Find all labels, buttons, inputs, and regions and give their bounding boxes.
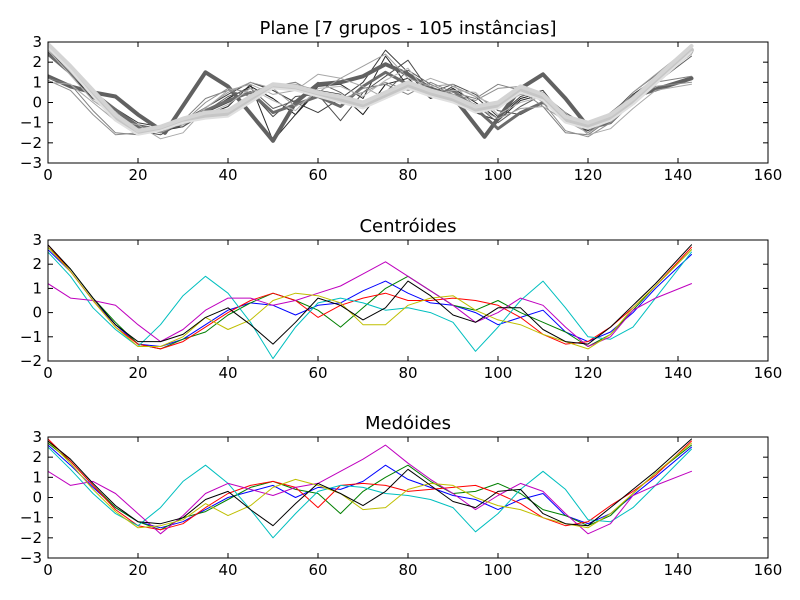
x-tick-label: 120	[574, 364, 603, 382]
x-tick-label: 160	[754, 561, 783, 579]
series-line-plane-2	[48, 49, 692, 128]
y-tick-label: 2	[32, 255, 42, 273]
series-line-plane-13	[48, 42, 694, 133]
x-tick-label: 0	[43, 364, 53, 382]
series-line-centroides-2	[48, 244, 692, 350]
x-tick-label: 40	[218, 364, 237, 382]
series-group	[48, 244, 692, 360]
y-tick-label: 2	[32, 448, 42, 466]
x-tick-label: 140	[664, 364, 693, 382]
y-tick-label: 0	[32, 304, 42, 322]
y-tick-label: −1	[20, 328, 42, 346]
y-tick-label: −2	[20, 529, 42, 547]
x-tick-label: 80	[398, 561, 417, 579]
x-tick-label: 80	[398, 364, 417, 382]
series-line-centroides-1	[48, 246, 692, 350]
axes-frame	[47, 436, 769, 559]
series-group	[48, 438, 692, 539]
series-line-centroides-4	[48, 261, 692, 347]
plot-panel-plane: Plane [7 grupos - 105 instâncias]0 20 40 60…	[20, 18, 782, 184]
y-tick-label: −2	[20, 134, 42, 152]
x-tick-label: 20	[128, 561, 147, 579]
series-group	[48, 42, 694, 143]
x-tick-label: 40	[218, 166, 237, 184]
x-tick-label: 140	[664, 561, 693, 579]
y-tick-label: −3	[20, 549, 42, 567]
x-tick-label: 100	[484, 561, 513, 579]
x-tick-label: 20	[128, 166, 147, 184]
y-tick-label: 1	[32, 279, 42, 297]
series-line-medoides-5	[48, 440, 692, 529]
x-tick-label: 20	[128, 364, 147, 382]
y-tick-label: 1	[32, 73, 42, 91]
x-tick-label: 120	[574, 561, 603, 579]
y-tick-label: −1	[20, 509, 42, 527]
y-tick-label: −3	[20, 154, 42, 172]
chart-title-plane: Plane [7 grupos - 105 instâncias]	[260, 18, 557, 39]
chart-title-medoides: Medóides	[365, 413, 451, 434]
y-tick-label: 1	[32, 468, 42, 486]
x-tick-label: 160	[754, 166, 783, 184]
x-tick-label: 60	[308, 364, 327, 382]
series-line-centroides-3	[48, 251, 692, 360]
chart-title-centroides: Centróides	[359, 216, 456, 237]
y-tick-label: −2	[20, 352, 42, 370]
series-line-plane-12	[48, 43, 694, 136]
y-tick-label: 3	[32, 428, 42, 446]
y-tick-label: −1	[20, 114, 42, 132]
x-tick-label: 140	[664, 166, 693, 184]
y-tick-label: 0	[32, 489, 42, 507]
series-line-medoides-6	[48, 438, 692, 527]
series-line-medoides-3	[48, 446, 692, 539]
y-tick-label: 3	[32, 33, 42, 51]
series-line-centroides-6	[48, 244, 692, 345]
x-tick-label: 0	[43, 166, 53, 184]
series-line-centroides-0	[48, 249, 692, 347]
series-line-medoides-2	[48, 438, 692, 531]
x-tick-label: 60	[308, 561, 327, 579]
series-line-plane-14	[48, 47, 693, 136]
series-line-medoides-0	[48, 444, 692, 529]
x-tick-label: 160	[754, 364, 783, 382]
x-tick-label: 60	[308, 166, 327, 184]
x-tick-label: 80	[398, 166, 417, 184]
y-tick-label: 2	[32, 53, 42, 71]
series-line-centroides-5	[48, 246, 692, 350]
series-line-medoides-4	[48, 444, 692, 535]
y-tick-label: 0	[32, 94, 42, 112]
x-tick-label: 40	[218, 561, 237, 579]
x-tick-label: 120	[574, 166, 603, 184]
series-line-plane-5	[48, 62, 694, 143]
y-tick-label: 3	[32, 231, 42, 249]
plot-panel-medoides: Medóides 0 20 40 60 80 100 120 140 160 −3 −2 −1 0 1 2 3	[20, 413, 782, 579]
x-tick-label: 100	[484, 166, 513, 184]
x-tick-label: 100	[484, 364, 513, 382]
x-tick-label: 0	[43, 561, 53, 579]
